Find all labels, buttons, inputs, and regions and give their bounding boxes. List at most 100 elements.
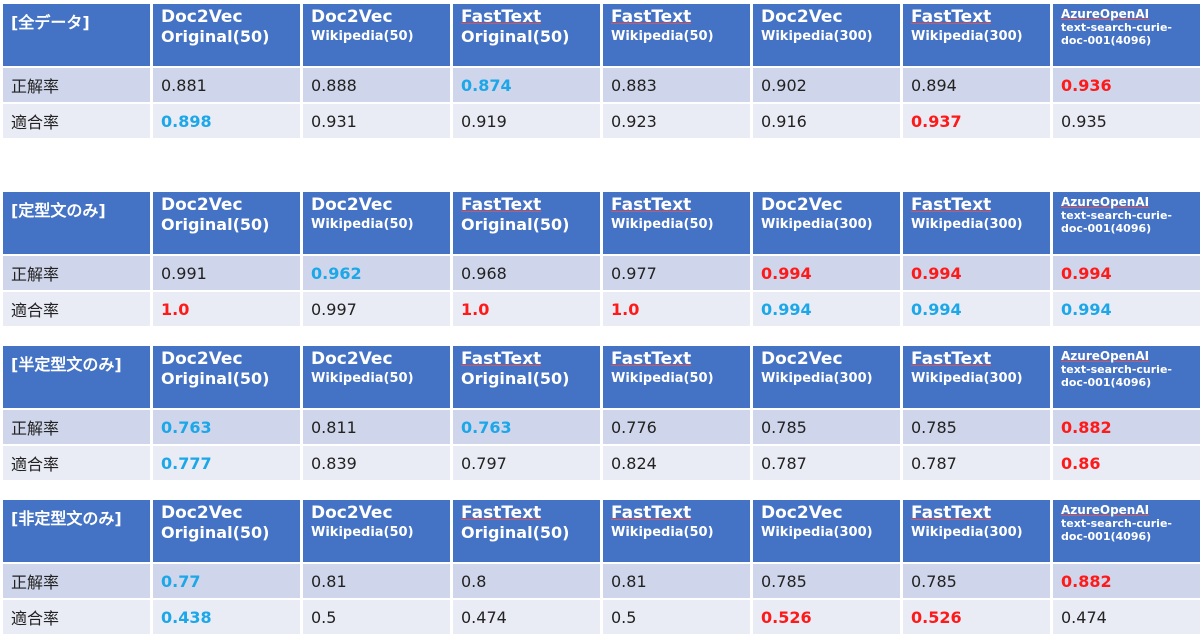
column-header: FastText Wikipedia(300) (903, 346, 1050, 408)
header-row: [定型文のみ] Doc2Vec Original(50) Doc2Vec Wikiped… (3, 192, 1200, 254)
metric-value: 1.0 (603, 292, 750, 326)
model-variant: Original(50) (461, 27, 570, 46)
table-semi-fixed-phrases: [半定型文のみ] Doc2Vec Original(50) Doc2Vec Wikipe… (0, 344, 1200, 482)
model-name: FastText (911, 349, 992, 369)
metric-value: 0.787 (753, 446, 900, 480)
metric-value: 0.5 (603, 600, 750, 634)
metric-value: 0.785 (753, 410, 900, 444)
metric-value: 0.77 (153, 564, 300, 598)
column-header: Doc2Vec Wikipedia(300) (753, 192, 900, 254)
table-row: 正解率 0.991 0.962 0.968 0.977 0.994 0.994 0.994 (3, 256, 1200, 290)
header-row: [全データ] Doc2Vec Original(50) Doc2Vec Wikipedi… (3, 4, 1200, 66)
metric-value: 0.882 (1053, 564, 1200, 598)
metric-value: 0.898 (153, 104, 300, 138)
model-variant: Wikipedia(300) (761, 525, 873, 540)
metric-value: 0.874 (453, 68, 600, 102)
model-name: AzureOpenAI (1061, 195, 1150, 209)
model-variant: Wikipedia(300) (911, 525, 1023, 540)
metric-label: 正解率 (3, 68, 150, 102)
model-variant: Wikipedia(50) (611, 525, 714, 540)
metric-value: 0.968 (453, 256, 600, 290)
metric-value: 0.994 (1053, 292, 1200, 326)
model-name: Doc2Vec (311, 7, 393, 27)
metric-value: 0.797 (453, 446, 600, 480)
model-variant: Original(50) (161, 215, 270, 234)
model-variant: text-search-curie-doc-001(4096) (1061, 517, 1172, 543)
table-row: 正解率 0.881 0.888 0.874 0.883 0.902 0.894 0.936 (3, 68, 1200, 102)
column-header: FastText Wikipedia(50) (603, 500, 750, 562)
metric-value: 0.438 (153, 600, 300, 634)
metric-value: 0.931 (303, 104, 450, 138)
metric-value: 0.81 (303, 564, 450, 598)
table-fixed-phrases: [定型文のみ] Doc2Vec Original(50) Doc2Vec Wikiped… (0, 190, 1200, 328)
table-row: 適合率 0.898 0.931 0.919 0.923 0.916 0.937 0.935 (3, 104, 1200, 138)
model-name: Doc2Vec (311, 195, 393, 215)
model-variant: Wikipedia(300) (911, 371, 1023, 386)
model-variant: Wikipedia(50) (311, 29, 414, 44)
metric-value: 0.777 (153, 446, 300, 480)
table-all-data: [全データ] Doc2Vec Original(50) Doc2Vec Wikipedi… (0, 2, 1200, 140)
metric-value: 0.923 (603, 104, 750, 138)
column-header: FastText Original(50) (453, 500, 600, 562)
column-header: FastText Original(50) (453, 192, 600, 254)
model-name: FastText (461, 7, 542, 27)
model-variant: Wikipedia(300) (911, 217, 1023, 232)
metric-value: 0.994 (753, 256, 900, 290)
column-header: Doc2Vec Original(50) (153, 4, 300, 66)
model-name: FastText (611, 503, 692, 523)
metric-value: 0.86 (1053, 446, 1200, 480)
metric-value: 0.916 (753, 104, 900, 138)
metric-value: 0.824 (603, 446, 750, 480)
model-name: FastText (461, 195, 542, 215)
metric-value: 0.882 (1053, 410, 1200, 444)
metric-label: 適合率 (3, 446, 150, 480)
metric-value: 0.474 (1053, 600, 1200, 634)
model-variant: Wikipedia(50) (611, 371, 714, 386)
metric-value: 0.5 (303, 600, 450, 634)
column-header: FastText Wikipedia(50) (603, 4, 750, 66)
metric-value: 0.888 (303, 68, 450, 102)
metric-value: 0.994 (1053, 256, 1200, 290)
table-label: [半定型文のみ] (3, 346, 150, 408)
model-variant: Original(50) (461, 523, 570, 542)
model-name: Doc2Vec (761, 503, 843, 523)
metric-value: 0.474 (453, 600, 600, 634)
metric-value: 0.787 (903, 446, 1050, 480)
column-header: Doc2Vec Wikipedia(50) (303, 192, 450, 254)
table-row: 適合率 0.438 0.5 0.474 0.5 0.526 0.526 0.474 (3, 600, 1200, 634)
model-variant: Wikipedia(50) (611, 217, 714, 232)
metric-value: 0.937 (903, 104, 1050, 138)
table-row: 適合率 1.0 0.997 1.0 1.0 0.994 0.994 0.994 (3, 292, 1200, 326)
model-variant: Wikipedia(50) (311, 217, 414, 232)
model-name: FastText (611, 7, 692, 27)
model-variant: Original(50) (161, 369, 270, 388)
metric-label: 正解率 (3, 410, 150, 444)
model-variant: Original(50) (461, 215, 570, 234)
metric-value: 0.785 (903, 410, 1050, 444)
metric-value: 0.839 (303, 446, 450, 480)
model-name: FastText (611, 349, 692, 369)
metric-label: 適合率 (3, 292, 150, 326)
table-label: [定型文のみ] (3, 192, 150, 254)
model-name: Doc2Vec (161, 503, 243, 523)
model-name: AzureOpenAI (1061, 503, 1150, 517)
model-name: FastText (611, 195, 692, 215)
metric-value: 0.894 (903, 68, 1050, 102)
model-name: FastText (911, 503, 992, 523)
model-variant: Wikipedia(300) (761, 217, 873, 232)
column-header: FastText Original(50) (453, 346, 600, 408)
metric-value: 0.902 (753, 68, 900, 102)
column-header: FastText Wikipedia(50) (603, 192, 750, 254)
column-header: Doc2Vec Wikipedia(300) (753, 500, 900, 562)
metric-value: 1.0 (153, 292, 300, 326)
column-header: Doc2Vec Wikipedia(50) (303, 4, 450, 66)
header-row: [非定型文のみ] Doc2Vec Original(50) Doc2Vec Wikipe… (3, 500, 1200, 562)
header-row: [半定型文のみ] Doc2Vec Original(50) Doc2Vec Wikipe… (3, 346, 1200, 408)
column-header: FastText Original(50) (453, 4, 600, 66)
model-name: Doc2Vec (161, 349, 243, 369)
metric-value: 0.526 (753, 600, 900, 634)
metric-value: 0.997 (303, 292, 450, 326)
column-header: AzureOpenAI text-search-curie-doc-001(409… (1053, 192, 1200, 254)
metric-value: 0.991 (153, 256, 300, 290)
model-variant: Original(50) (161, 27, 270, 46)
